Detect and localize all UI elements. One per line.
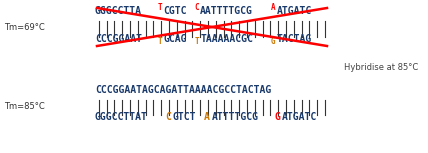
Text: CCCGGAAT: CCCGGAAT [95,34,142,44]
Text: GTCT: GTCT [173,112,196,122]
Text: CCCGGAATAGCAGATTAAAACGCCTACTAG: CCCGGAATAGCAGATTAAAACGCCTACTAG [95,85,271,95]
Text: GGGCCTTAT: GGGCCTTAT [95,112,148,122]
Text: C: C [194,3,199,12]
Text: CGTC: CGTC [163,6,187,16]
Text: T: T [194,37,199,46]
Text: ATTTTGCG: ATTTTGCG [212,112,259,122]
Text: AATTTTGCG: AATTTTGCG [200,6,253,16]
Text: G: G [274,112,280,122]
Text: GCAG: GCAG [163,34,187,44]
Text: T: T [158,37,162,46]
Text: Hybridise at 85°C: Hybridise at 85°C [344,63,418,73]
Text: G: G [270,37,275,46]
Text: Tm=69°C: Tm=69°C [4,24,45,32]
Text: T: T [158,3,162,12]
Text: A: A [204,112,210,122]
Text: A: A [270,3,275,12]
Text: TAAAAACGC: TAAAAACGC [200,34,253,44]
Text: ATGATC: ATGATC [276,6,312,16]
Text: GGGCCTTA: GGGCCTTA [95,6,142,16]
Text: Tm=85°C: Tm=85°C [4,102,45,111]
Text: ATGATC: ATGATC [282,112,318,122]
Text: C: C [165,112,171,122]
Text: TACTAG: TACTAG [276,34,312,44]
